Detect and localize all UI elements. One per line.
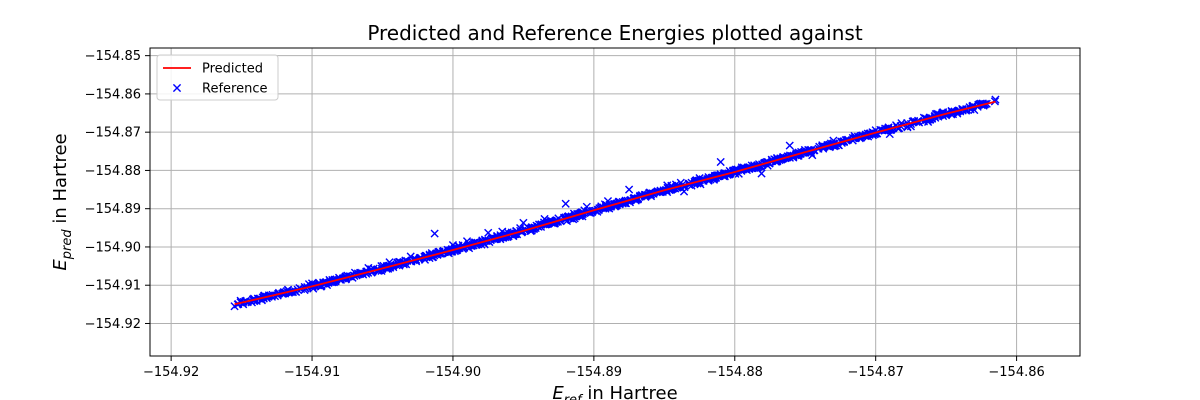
reference-point	[406, 252, 415, 261]
x-axis-label: Eref in Hartree	[552, 383, 677, 400]
y-tick-label: −154.88	[85, 164, 141, 179]
y-tick-label: −154.87	[85, 126, 141, 141]
reference-point	[679, 187, 689, 196]
x-tick-label: −154.87	[847, 365, 903, 380]
reference-point	[624, 185, 634, 194]
reference-point	[498, 227, 507, 236]
reference-point	[785, 141, 794, 150]
legend-marker-swatch	[172, 83, 182, 93]
legend-label-reference: Reference	[202, 82, 267, 97]
reference-point	[484, 228, 493, 237]
x-tick-label: −154.88	[707, 365, 763, 380]
x-tick-label: −154.91	[284, 365, 340, 380]
reference-point	[385, 258, 394, 267]
reference-point	[364, 263, 373, 273]
legend: Predicted Reference	[156, 54, 279, 101]
y-tick-label: −154.89	[85, 202, 141, 217]
legend-label-predicted: Predicted	[202, 62, 263, 77]
plot-frame	[149, 47, 1081, 357]
reference-point	[540, 214, 549, 224]
chart-title: Predicted and Reference Energies plotted…	[367, 21, 863, 45]
reference-point	[448, 240, 458, 250]
x-tick-label: −154.89	[566, 365, 622, 380]
reference-point	[430, 229, 439, 238]
y-tick-label: −154.90	[85, 240, 141, 255]
reference-point	[561, 199, 570, 208]
reference-point	[757, 169, 766, 178]
data-marks	[230, 95, 1000, 311]
y-tick-label: −154.86	[85, 87, 141, 102]
reference-point	[885, 129, 894, 139]
predicted-line	[234, 100, 996, 306]
reference-point	[603, 196, 613, 206]
y-tick-label: −154.85	[85, 49, 141, 64]
axes: −154.92 −154.91 −154.90 −154.89 −154.88 −154.…	[85, 49, 1045, 380]
y-tick-label: −154.92	[85, 317, 141, 332]
x-tick-label: −154.90	[425, 365, 481, 380]
reference-point	[716, 157, 725, 167]
reference-point	[462, 237, 472, 246]
x-tick-label: −154.92	[143, 365, 199, 380]
x-tick-label: −154.86	[988, 365, 1044, 380]
legend-box	[156, 54, 279, 101]
reference-point	[519, 218, 528, 227]
reference-point	[582, 202, 591, 211]
y-axis-label: Epred in Hartree	[50, 133, 75, 270]
reference-point	[808, 151, 817, 160]
y-tick-label: −154.91	[85, 279, 141, 294]
